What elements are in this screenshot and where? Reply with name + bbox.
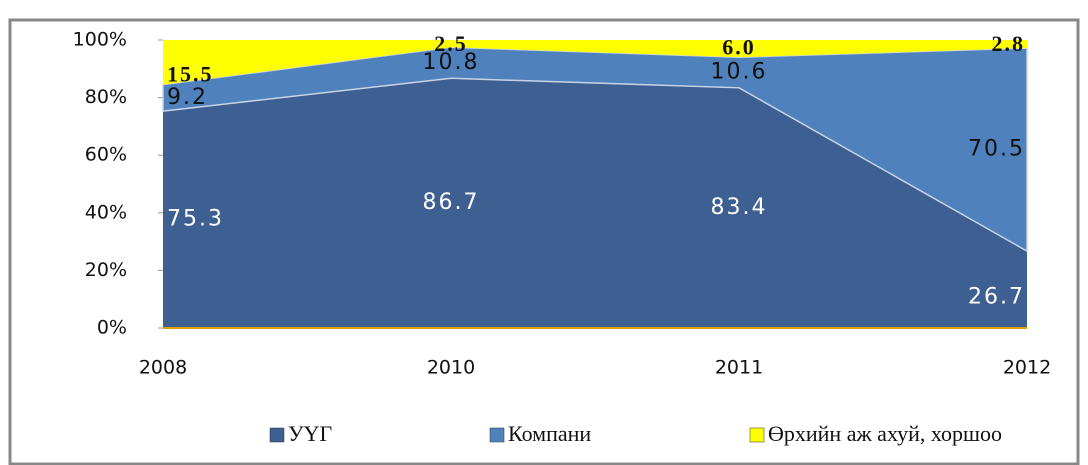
x-tick-label: 2011 — [715, 357, 763, 379]
legend-swatch — [269, 427, 285, 443]
legend-label: Өрхийн аж ахуй, хоршоо — [768, 421, 1002, 446]
y-tick-label: 100% — [73, 29, 127, 51]
legend-label: Компани — [508, 421, 591, 446]
y-tick-label: 60% — [85, 144, 127, 166]
x-tick-label: 2008 — [139, 357, 187, 379]
legend-swatch — [489, 427, 505, 443]
data-label: 9.2 — [167, 85, 208, 110]
x-tick-label: 2010 — [427, 357, 475, 379]
data-label: 26.7 — [968, 285, 1025, 310]
data-label: 15.5 — [167, 62, 214, 87]
x-tick-label: 2012 — [1003, 357, 1051, 379]
y-tick-label: 20% — [85, 259, 127, 281]
data-label: 10.8 — [423, 50, 480, 75]
area — [162, 46, 1028, 253]
legend-label: УҮГ — [288, 421, 332, 446]
data-label: 83.4 — [711, 195, 768, 220]
area — [163, 78, 1027, 328]
data-label: 70.5 — [968, 137, 1025, 162]
y-tick-label: 0% — [97, 317, 127, 339]
data-label: 6.0 — [722, 34, 756, 59]
data-label: 75.3 — [167, 207, 224, 232]
y-tick-label: 80% — [85, 86, 127, 108]
data-label: 86.7 — [423, 190, 480, 215]
y-tick-label: 40% — [85, 201, 127, 223]
legend-swatch — [749, 427, 765, 443]
data-label: 2.5 — [434, 31, 468, 56]
data-label: 2.8 — [992, 31, 1026, 56]
area — [163, 40, 1027, 85]
data-label: 10.6 — [711, 60, 768, 85]
